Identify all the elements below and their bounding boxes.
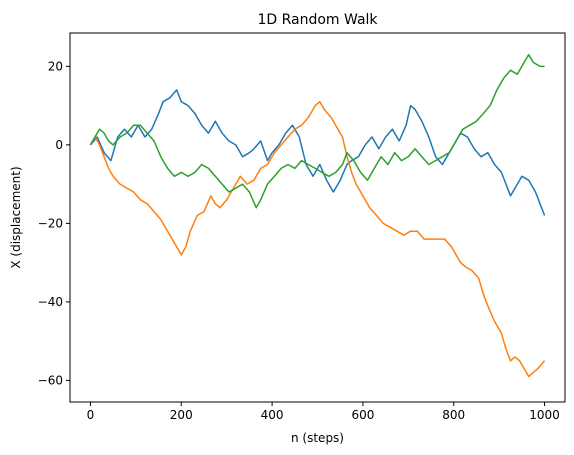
x-tick-label: 400 — [261, 408, 284, 422]
y-tick-label: 0 — [55, 138, 63, 152]
x-axis-ticks: 0 200 400 600 800 1000 — [87, 402, 560, 422]
series-line-2 — [89, 100, 546, 378]
x-tick-label: 0 — [87, 408, 95, 422]
plot-frame — [69, 32, 566, 403]
y-tick-label: −40 — [38, 295, 63, 309]
chart-title: 1D Random Walk — [257, 12, 378, 28]
plot-area — [70, 33, 565, 402]
series-line-3 — [89, 53, 545, 209]
x-tick-label: 200 — [170, 408, 193, 422]
y-axis-ticks: −60 −40 −20 0 20 — [38, 59, 70, 387]
series-lines — [89, 53, 546, 378]
x-tick-label: 600 — [351, 408, 374, 422]
y-tick-label: −60 — [38, 373, 63, 387]
x-tick-label: 1000 — [529, 408, 560, 422]
y-axis-label: X (displacement) — [9, 166, 23, 268]
y-tick-label: −20 — [38, 216, 63, 230]
x-axis-label: n (steps) — [291, 431, 344, 445]
x-tick-label: 800 — [442, 408, 465, 422]
y-tick-label: 20 — [48, 59, 63, 73]
